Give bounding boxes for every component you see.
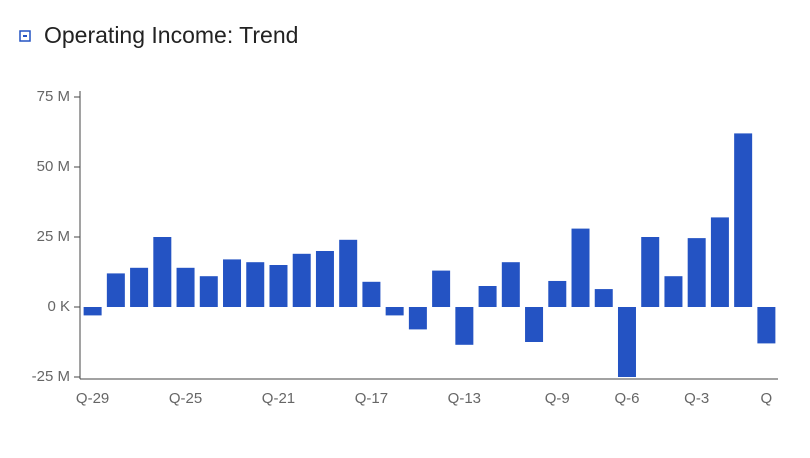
bar — [339, 239, 358, 307]
x-tick-label: Q-17 — [355, 390, 388, 407]
x-tick-label: Q-9 — [545, 390, 570, 407]
y-tick-label: 75 M — [37, 88, 70, 105]
bar — [501, 262, 520, 307]
bar — [130, 267, 149, 307]
y-tick-label: 25 M — [37, 228, 70, 245]
x-tick-label: Q-21 — [262, 390, 295, 407]
bar — [432, 270, 451, 307]
bar — [153, 237, 172, 307]
y-tick-label: 50 M — [37, 158, 70, 175]
bar — [548, 280, 567, 307]
x-tick-label: Q-6 — [614, 390, 639, 407]
bar — [408, 307, 427, 330]
bar — [734, 133, 753, 307]
y-tick-label: 0 K — [47, 298, 70, 315]
bar — [710, 217, 729, 307]
bar — [176, 267, 195, 307]
bar — [106, 273, 125, 307]
title-icon-inner — [23, 35, 27, 37]
bar — [223, 259, 242, 307]
bar — [455, 307, 474, 345]
bar — [246, 262, 265, 307]
title-icon — [19, 30, 31, 42]
bar — [315, 251, 334, 307]
x-tick-label: Q-25 — [169, 390, 202, 407]
bar — [525, 307, 544, 342]
bar — [687, 238, 706, 307]
bar — [594, 289, 613, 307]
y-tick-label: -25 M — [32, 368, 70, 385]
bar — [292, 253, 311, 307]
bar — [664, 276, 683, 307]
x-tick-label: Q-13 — [448, 390, 481, 407]
bar — [478, 286, 497, 307]
bar — [385, 307, 404, 316]
bar — [617, 307, 636, 377]
x-tick-label: Q-29 — [76, 390, 109, 407]
x-tick-label: Q-3 — [684, 390, 709, 407]
x-tick-label: Q — [761, 390, 773, 407]
bar — [362, 281, 381, 307]
bar — [641, 237, 660, 307]
bar — [83, 307, 102, 316]
bar — [757, 307, 776, 344]
bar — [269, 265, 288, 307]
bar — [199, 276, 218, 307]
bar — [571, 228, 590, 307]
chart-title: Operating Income: Trend — [44, 22, 298, 48]
